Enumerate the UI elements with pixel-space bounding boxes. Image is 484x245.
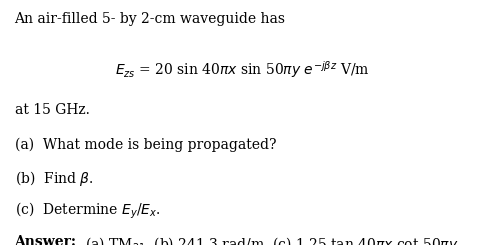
Text: (b)  Find $\beta$.: (b) Find $\beta$. xyxy=(15,169,93,188)
Text: (a) TM$_{21}$, (b) 241.3 rad/m, (c) 1.25 tan 40$\pi x$ cot 50$\pi y$.: (a) TM$_{21}$, (b) 241.3 rad/m, (c) 1.25… xyxy=(85,235,461,245)
Text: An air-filled 5- by 2-cm waveguide has: An air-filled 5- by 2-cm waveguide has xyxy=(15,12,286,26)
Text: (a)  What mode is being propagated?: (a) What mode is being propagated? xyxy=(15,137,276,152)
Text: $E_{zs}$ = 20 sin 40$\pi x$ sin 50$\pi y$ $e^{-j\beta z}$ V/m: $E_{zs}$ = 20 sin 40$\pi x$ sin 50$\pi y… xyxy=(115,59,369,80)
Text: Answer:: Answer: xyxy=(15,235,76,245)
Text: at 15 GHz.: at 15 GHz. xyxy=(15,103,90,117)
Text: (c)  Determine $E_y$/$E_x$.: (c) Determine $E_y$/$E_x$. xyxy=(15,201,160,221)
